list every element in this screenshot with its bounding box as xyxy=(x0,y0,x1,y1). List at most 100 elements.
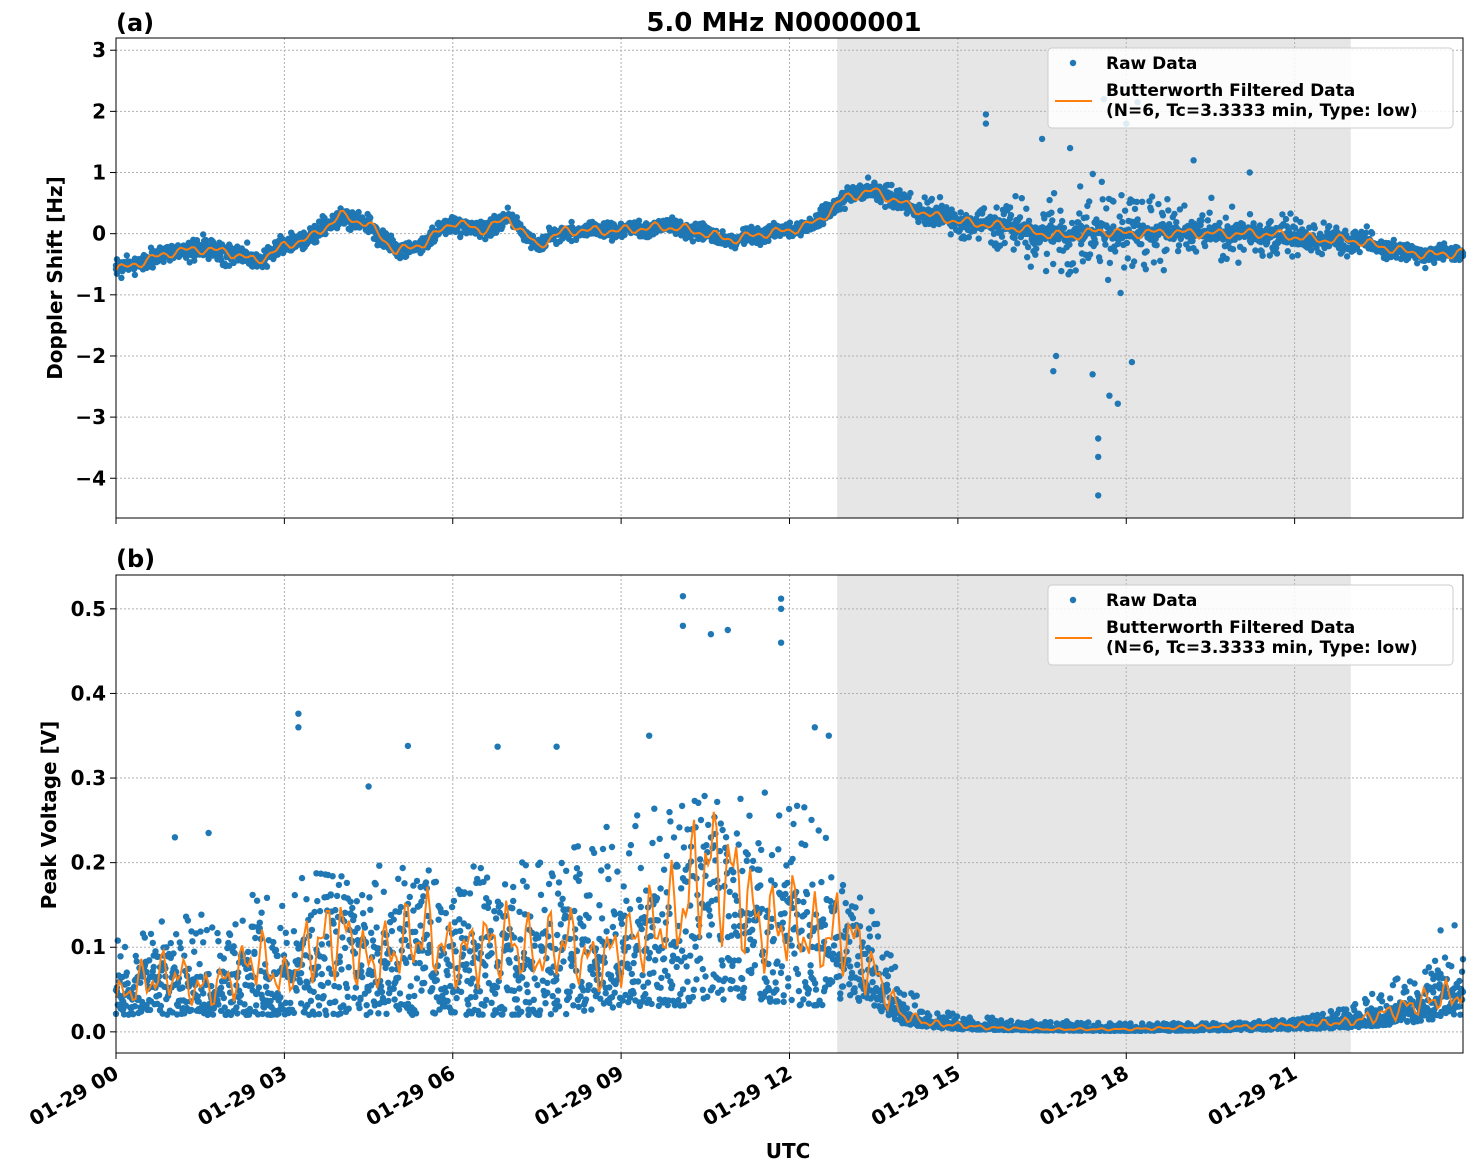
panel-a-y-tick-label: 3 xyxy=(92,38,106,62)
raw-data-point xyxy=(554,890,562,897)
raw-data-point xyxy=(1067,268,1074,275)
raw-data-point xyxy=(1048,209,1055,216)
raw-data-point xyxy=(358,968,365,975)
raw-data-point xyxy=(1041,215,1048,222)
raw-data-point xyxy=(233,1004,240,1011)
raw-data-point xyxy=(513,996,520,1003)
raw-data-point xyxy=(203,926,210,934)
raw-data-point xyxy=(1102,241,1109,248)
raw-data-point xyxy=(477,864,484,872)
raw-data-point xyxy=(390,916,397,923)
raw-data-point xyxy=(252,934,259,942)
raw-data-point xyxy=(433,994,440,1001)
raw-data-point xyxy=(196,1007,203,1015)
raw-data-point xyxy=(1279,211,1286,218)
raw-data-point xyxy=(1378,992,1385,999)
raw-data-point xyxy=(431,1010,439,1017)
raw-data-point xyxy=(343,984,351,992)
raw-data-point xyxy=(467,980,475,987)
raw-data-point xyxy=(1165,207,1172,214)
raw-data-point xyxy=(873,920,881,928)
raw-data-point xyxy=(345,964,352,971)
raw-data-point xyxy=(731,911,739,918)
raw-data-point xyxy=(998,233,1006,240)
raw-data-point xyxy=(1043,250,1051,257)
raw-data-point xyxy=(525,1011,532,1018)
raw-data-point xyxy=(251,950,258,957)
raw-data-point xyxy=(837,990,844,997)
raw-data-point xyxy=(884,972,892,980)
raw-data-point xyxy=(1319,1010,1327,1018)
raw-data-point xyxy=(148,973,156,980)
raw-data-point xyxy=(255,984,263,991)
raw-data-point xyxy=(790,820,797,828)
raw-data-point xyxy=(563,867,570,874)
raw-data-point xyxy=(150,963,157,971)
raw-data-point xyxy=(800,996,807,1003)
raw-data-point xyxy=(1174,247,1182,255)
raw-data-point xyxy=(1181,202,1188,209)
raw-data-outlier xyxy=(982,111,990,118)
raw-data-point xyxy=(557,901,564,908)
raw-data-point xyxy=(1050,190,1058,197)
raw-data-point xyxy=(166,257,174,264)
raw-data-point xyxy=(689,993,697,1001)
raw-data-point xyxy=(734,985,741,992)
raw-data-point xyxy=(1103,205,1110,212)
raw-data-point xyxy=(756,866,763,873)
raw-data-point xyxy=(660,866,668,873)
raw-data-point xyxy=(669,958,676,965)
raw-data-point xyxy=(291,891,298,899)
raw-data-point xyxy=(355,208,362,216)
raw-data-point xyxy=(684,826,691,833)
panel-b-y-axis-title: Peak Voltage [V] xyxy=(37,721,61,910)
raw-data-point xyxy=(635,217,643,224)
raw-data-point xyxy=(406,893,413,901)
raw-data-point xyxy=(221,1004,228,1011)
raw-data-point xyxy=(761,789,768,796)
raw-data-point xyxy=(123,969,130,976)
raw-data-point xyxy=(588,1006,595,1013)
raw-data-point xyxy=(846,981,853,988)
raw-data-point xyxy=(1006,204,1014,211)
panel-a-y-tick-label: 2 xyxy=(92,99,106,123)
raw-data-point xyxy=(279,1005,287,1013)
raw-data-point xyxy=(1394,975,1401,982)
raw-data-point xyxy=(193,237,201,244)
raw-data-point xyxy=(444,997,451,1005)
chart-title: 5.0 MHz N0000001 xyxy=(646,8,921,38)
raw-data-point xyxy=(1457,1011,1464,1018)
raw-data-point xyxy=(1246,211,1254,218)
raw-data-point xyxy=(918,1008,926,1015)
raw-data-point xyxy=(576,870,583,877)
raw-data-point xyxy=(648,1000,655,1008)
raw-data-point xyxy=(200,237,208,245)
raw-data-point xyxy=(188,1006,195,1014)
raw-data-point xyxy=(295,957,302,964)
raw-data-point xyxy=(864,174,872,181)
raw-data-point xyxy=(225,1009,232,1016)
raw-data-point xyxy=(153,993,160,1000)
raw-data-point xyxy=(865,925,873,932)
raw-data-point xyxy=(678,802,686,810)
raw-data-point xyxy=(372,881,379,888)
raw-data-point xyxy=(167,939,174,947)
raw-data-point xyxy=(801,804,808,811)
raw-data-point xyxy=(1047,1019,1054,1026)
raw-data-point xyxy=(282,929,289,936)
raw-data-point xyxy=(731,245,739,252)
raw-data-point xyxy=(1201,242,1209,250)
raw-data-point xyxy=(1325,222,1333,230)
raw-data-outlier xyxy=(1114,400,1122,407)
raw-data-point xyxy=(353,898,360,905)
raw-data-point xyxy=(338,873,345,880)
raw-data-outlier xyxy=(1106,392,1113,399)
raw-data-point xyxy=(947,231,954,238)
raw-data-point xyxy=(290,928,298,935)
raw-data-point xyxy=(569,983,576,990)
raw-data-point xyxy=(1266,252,1274,259)
raw-data-point xyxy=(818,878,825,886)
raw-data-point xyxy=(298,874,306,882)
raw-data-point xyxy=(608,843,616,851)
